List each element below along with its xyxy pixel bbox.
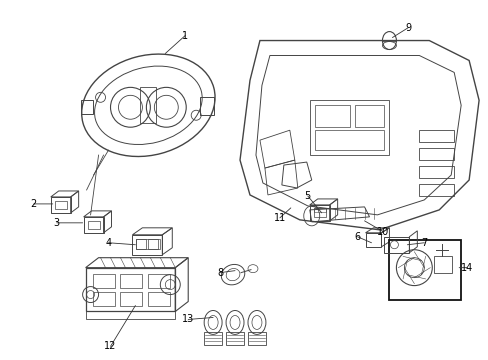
Text: 5: 5 — [304, 191, 310, 201]
Bar — [136, 239, 158, 249]
Bar — [313, 208, 325, 217]
Bar — [87, 221, 100, 229]
Bar — [148, 274, 170, 288]
Bar — [85, 311, 175, 319]
Text: 6: 6 — [354, 232, 360, 242]
Bar — [200, 97, 214, 115]
Bar — [388, 240, 460, 300]
Bar — [55, 201, 66, 209]
Text: 11: 11 — [273, 213, 285, 223]
Text: 7: 7 — [420, 238, 427, 248]
Bar — [314, 130, 384, 150]
Bar — [148, 239, 160, 249]
Bar — [419, 130, 453, 142]
Text: 9: 9 — [405, 23, 410, 33]
Bar — [419, 184, 453, 196]
Bar — [354, 105, 384, 127]
Bar — [314, 105, 349, 127]
Text: 4: 4 — [105, 238, 111, 248]
Bar — [309, 100, 388, 155]
Bar — [140, 87, 156, 123]
Bar — [419, 166, 453, 178]
Text: 14: 14 — [460, 263, 472, 273]
Text: 10: 10 — [377, 227, 389, 237]
Bar — [120, 274, 142, 288]
Bar — [419, 148, 453, 160]
Bar — [148, 292, 170, 306]
Text: 8: 8 — [217, 267, 223, 278]
Bar — [81, 100, 92, 114]
Text: 13: 13 — [182, 314, 194, 324]
Bar — [313, 208, 325, 212]
Bar — [120, 292, 142, 306]
Text: 1: 1 — [182, 31, 188, 41]
Text: 2: 2 — [31, 199, 37, 209]
Text: 12: 12 — [104, 341, 117, 351]
Bar — [136, 239, 146, 249]
Text: 3: 3 — [54, 218, 60, 228]
Bar — [92, 292, 114, 306]
Bar — [92, 274, 114, 288]
